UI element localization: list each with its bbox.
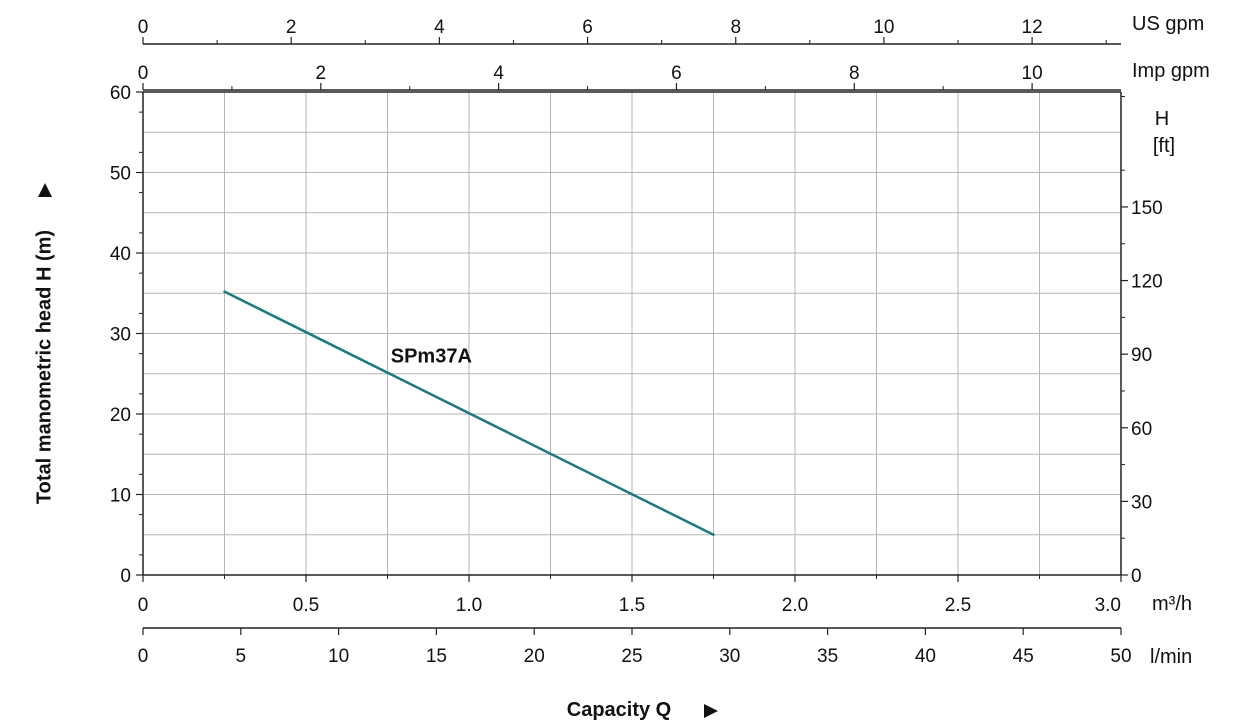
x-tick-label: 0 bbox=[138, 595, 149, 616]
lmin-axis-tick-label: 5 bbox=[236, 646, 247, 667]
x-tick-label: 2.0 bbox=[782, 595, 808, 616]
y-tick-label: 10 bbox=[110, 486, 131, 507]
lmin-axis-tick-label: 0 bbox=[138, 646, 149, 667]
lmin-axis-tick-label: 40 bbox=[915, 646, 936, 667]
y-axis-arrow-icon bbox=[38, 183, 52, 197]
us-gpm-axis-tick-label: 12 bbox=[1022, 17, 1043, 38]
us-gpm-axis-tick-label: 10 bbox=[873, 17, 894, 38]
us-gpm-axis-tick-label: 6 bbox=[582, 17, 593, 38]
x-tick-label: 1.0 bbox=[456, 595, 482, 616]
head-ft-unit-label-bottom: [ft] bbox=[1153, 135, 1175, 157]
x-axis-title-text: Capacity Q bbox=[567, 699, 671, 721]
x-tick-label: 0.5 bbox=[293, 595, 319, 616]
y-tick-label: 0 bbox=[120, 566, 131, 587]
imp-gpm-axis-tick-label: 2 bbox=[316, 63, 327, 84]
lmin-axis-tick-label: 30 bbox=[719, 646, 740, 667]
y-tick-label: 60 bbox=[110, 83, 131, 104]
imp-gpm-axis-tick-label: 8 bbox=[849, 63, 860, 84]
us-gpm-unit-label: US gpm bbox=[1132, 13, 1204, 35]
y-tick-label: 20 bbox=[110, 405, 131, 426]
lmin-axis-tick-label: 15 bbox=[426, 646, 447, 667]
lmin-unit-label: l/min bbox=[1150, 646, 1192, 668]
lmin-axis-tick-label: 20 bbox=[524, 646, 545, 667]
x-axis-arrow-icon bbox=[704, 704, 718, 718]
imp-gpm-axis-tick-label: 4 bbox=[493, 63, 504, 84]
y-tick-label: 50 bbox=[110, 164, 131, 185]
ft-tick-label: 0 bbox=[1131, 566, 1142, 587]
y-axis-title: Total manometric head H (m) bbox=[33, 183, 55, 504]
us-gpm-axis-tick-label: 2 bbox=[286, 17, 297, 38]
x-tick-label: 2.5 bbox=[945, 595, 971, 616]
y-axis-title-text: Total manometric head H (m) bbox=[33, 230, 55, 504]
x-tick-label: 3.0 bbox=[1095, 595, 1121, 616]
lmin-axis-tick-label: 45 bbox=[1013, 646, 1034, 667]
series-line-SPm37A bbox=[223, 290, 715, 536]
imp-gpm-axis-tick-label: 0 bbox=[138, 63, 149, 84]
head-ft-unit-label-top: H bbox=[1155, 108, 1169, 130]
imp-gpm-axis-tick-label: 6 bbox=[671, 63, 682, 84]
ft-tick-label: 120 bbox=[1131, 272, 1163, 293]
ft-tick-label: 30 bbox=[1131, 492, 1152, 513]
lmin-axis-tick-label: 50 bbox=[1110, 646, 1131, 667]
y-tick-label: 40 bbox=[110, 244, 131, 265]
grid bbox=[143, 92, 1121, 575]
us-gpm-axis-tick-label: 8 bbox=[730, 17, 741, 38]
y-tick-label: 30 bbox=[110, 325, 131, 346]
lmin-axis-tick-label: 25 bbox=[621, 646, 642, 667]
series-label-SPm37A: SPm37A bbox=[391, 345, 472, 367]
imp-gpm-unit-label: Imp gpm bbox=[1132, 60, 1210, 82]
ft-tick-label: 150 bbox=[1131, 198, 1163, 219]
lmin-axis-tick-label: 35 bbox=[817, 646, 838, 667]
x-tick-label: 1.5 bbox=[619, 595, 645, 616]
us-gpm-axis-tick-label: 4 bbox=[434, 17, 445, 38]
ft-tick-label: 60 bbox=[1131, 419, 1152, 440]
ft-tick-label: 90 bbox=[1131, 345, 1152, 366]
m3h-unit-label: m³/h bbox=[1152, 593, 1192, 615]
imp-gpm-axis-tick-label: 10 bbox=[1022, 63, 1043, 84]
lmin-axis-tick-label: 10 bbox=[328, 646, 349, 667]
series-layer: SPm37A bbox=[223, 290, 715, 536]
x-axis-title: Capacity Q bbox=[567, 699, 718, 721]
us-gpm-axis-tick-label: 0 bbox=[138, 17, 149, 38]
